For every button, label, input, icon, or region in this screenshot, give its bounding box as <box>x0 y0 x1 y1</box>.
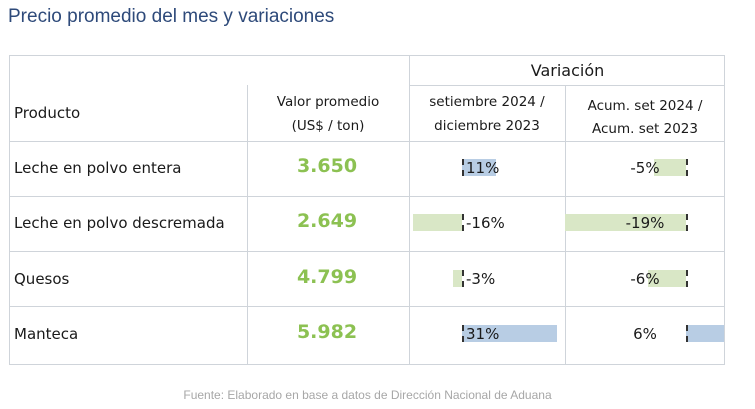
variation-bar <box>452 270 462 287</box>
page-title: Precio promedio del mes y variaciones <box>8 6 335 27</box>
variation-bar <box>654 159 686 176</box>
variation-value: -6% <box>630 270 660 288</box>
product-name: Leche en polvo entera <box>14 159 182 177</box>
col-a-header-line2: diciembre 2023 <box>434 118 540 134</box>
variation-value: -3% <box>466 270 496 288</box>
value-header-line2: (US$ / ton) <box>291 118 365 134</box>
col-a-header-line1: setiembre 2024 / <box>429 94 545 110</box>
divider <box>9 196 725 197</box>
variation-bar <box>462 159 496 176</box>
price-table <box>9 55 725 365</box>
variation-bar <box>565 214 686 231</box>
variation-bar <box>686 325 725 342</box>
variation-bar <box>647 270 686 287</box>
variation-bar <box>462 325 557 342</box>
divider <box>9 251 725 252</box>
variation-bar <box>413 214 462 231</box>
product-name: Manteca <box>14 325 79 343</box>
bar-axis <box>686 270 688 287</box>
col-b-header-line1: Acum. set 2024 / <box>587 98 703 114</box>
variation-value: -19% <box>625 214 665 232</box>
product-header: Producto <box>14 104 81 122</box>
variation-value: 6% <box>633 325 657 343</box>
bar-axis <box>462 270 464 287</box>
value-header-line1: Valor promedio <box>276 94 380 110</box>
average-value: 4.799 <box>296 266 358 288</box>
divider <box>409 55 410 365</box>
variation-value: 31% <box>466 325 500 343</box>
product-name: Leche en polvo descremada <box>14 214 225 232</box>
divider <box>9 141 725 142</box>
divider <box>9 306 725 307</box>
bar-axis <box>686 214 688 231</box>
average-value: 5.982 <box>296 321 358 343</box>
source-note: Fuente: Elaborado en base a datos de Dir… <box>183 388 552 402</box>
divider <box>247 85 248 365</box>
bar-axis <box>462 325 464 342</box>
average-value: 2.649 <box>296 210 358 232</box>
variation-header: Variación <box>530 61 605 80</box>
variation-value: -16% <box>466 214 505 232</box>
bar-axis <box>686 159 688 176</box>
bar-axis <box>462 214 464 231</box>
bar-axis <box>462 159 464 176</box>
product-name: Quesos <box>14 270 70 288</box>
divider <box>409 85 725 86</box>
col-b-header-line2: Acum. set 2023 <box>592 121 698 137</box>
bar-axis <box>686 325 688 342</box>
variation-value: 11% <box>466 159 500 177</box>
variation-value: -5% <box>630 159 660 177</box>
average-value: 3.650 <box>296 155 358 177</box>
